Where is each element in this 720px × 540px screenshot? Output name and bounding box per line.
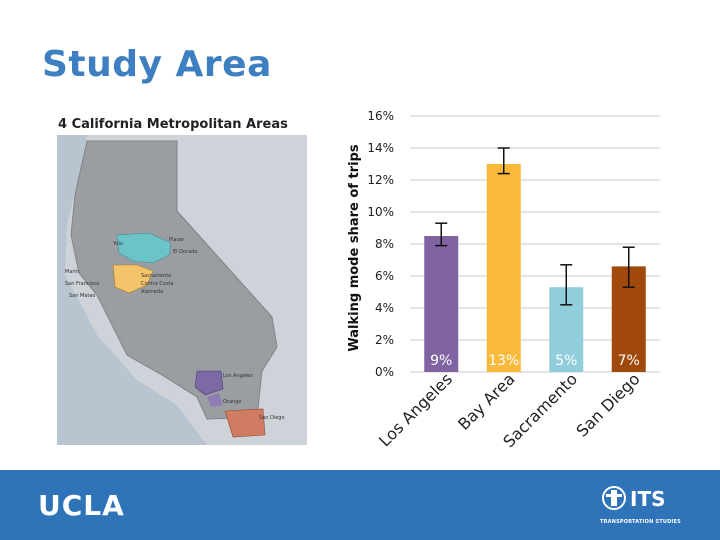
map-label-los-angeles: Los Angeles — [223, 373, 253, 379]
california-map: Yolo Placer El Dorado Marin San Francisc… — [57, 135, 307, 445]
map-label-sacramento: Sacramento — [141, 273, 171, 279]
y-tick-label: 14% — [367, 141, 394, 155]
map-label-contra-costa: Contra Costa — [141, 281, 174, 287]
y-tick-label: 6% — [375, 269, 394, 283]
y-tick-label: 8% — [375, 237, 394, 251]
its-subtitle: TRANSPORTATION STUDIES — [600, 519, 681, 525]
map-label-placer: Placer — [169, 237, 185, 243]
y-tick-label: 0% — [375, 365, 394, 379]
data-label: 5% — [555, 353, 577, 369]
chart-svg: Walking mode share of trips 0% 2% 4% 6% 8% 10… — [347, 109, 660, 451]
category-label: San Diego — [572, 369, 643, 440]
map-label-yolo: Yolo — [112, 241, 123, 247]
its-logo: ITS — [602, 486, 666, 511]
data-label: 9% — [430, 353, 452, 369]
bar — [424, 236, 459, 372]
data-label: 13% — [488, 353, 519, 369]
map-label-san-diego: San Diego — [259, 415, 285, 421]
california-map-svg: Yolo Placer El Dorado Marin San Francisc… — [57, 135, 307, 445]
y-tick-label: 16% — [367, 109, 394, 123]
bar — [486, 164, 521, 372]
category-label: Los Angeles — [375, 369, 456, 450]
data-labels: 9% 13% 5% 7% — [430, 353, 640, 369]
footer-bar — [0, 470, 720, 540]
map-label-san-francisco: San Francisco — [65, 281, 99, 287]
y-tick-label: 10% — [367, 205, 394, 219]
map-label-marin: Marin — [65, 269, 79, 275]
map-label-san-mateo: San Mateo — [69, 293, 95, 299]
map-title: 4 California Metropolitan Areas — [58, 117, 288, 132]
y-tick-label: 2% — [375, 333, 394, 347]
category-label: Bay Area — [454, 369, 518, 433]
bay-area-region — [112, 264, 154, 294]
its-logo-text: ITS — [630, 487, 666, 511]
data-label: 7% — [618, 353, 640, 369]
map-label-alameda: Alameda — [141, 289, 163, 295]
y-tick-label: 12% — [367, 173, 394, 187]
walking-share-chart: Walking mode share of trips 0% 2% 4% 6% 8% 10… — [330, 100, 660, 451]
ucla-logo: UCLA — [38, 489, 125, 522]
y-tick-labels: 0% 2% 4% 6% 8% 10% 12% 14% 16% — [367, 109, 394, 379]
bars — [424, 164, 646, 372]
error-bars — [435, 147, 635, 306]
california-outline — [70, 140, 278, 420]
slide-title: Study Area — [42, 44, 272, 85]
map-label-el-dorado: El Dorado — [173, 249, 197, 255]
map-label-orange: Orange — [223, 399, 241, 405]
sacramento-region — [116, 232, 172, 264]
orange-region — [207, 393, 223, 407]
los-angeles-region — [194, 370, 224, 396]
y-tick-label: 4% — [375, 301, 394, 315]
san-diego-region — [224, 408, 266, 438]
y-axis-label: Walking mode share of trips — [347, 144, 362, 351]
